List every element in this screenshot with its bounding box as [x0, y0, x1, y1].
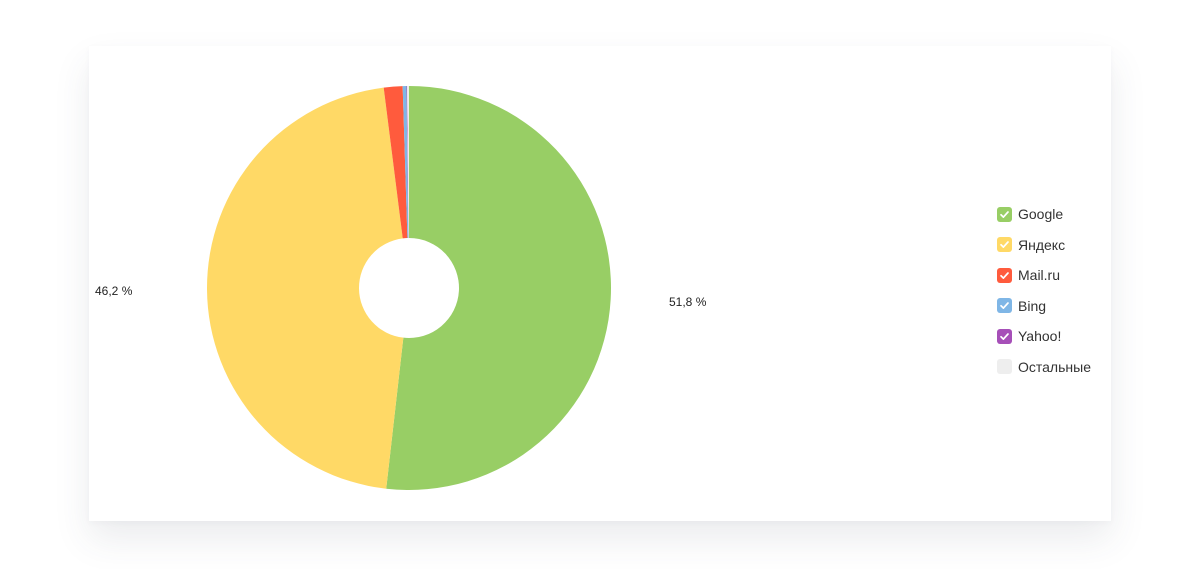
legend-label: Яндекс: [1018, 236, 1066, 253]
donut-slices: [206, 86, 611, 491]
slice-bing[interactable]: [402, 86, 409, 239]
legend-label: Остальные: [1018, 358, 1091, 375]
slice-series-1[interactable]: [206, 87, 404, 489]
slice-yahoo[interactable]: [406, 86, 409, 239]
legend-item-series-5[interactable]: Остальные: [997, 357, 1091, 377]
legend-label: Google: [1018, 206, 1064, 222]
checkbox-checked-icon[interactable]: [997, 298, 1012, 313]
slice-label-google: 51,8 %: [669, 295, 707, 309]
checkbox-empty-icon[interactable]: [997, 359, 1012, 374]
slice-google[interactable]: [386, 86, 611, 491]
legend-item-google[interactable]: Google: [997, 204, 1091, 224]
checkbox-checked-icon[interactable]: [997, 328, 1012, 344]
chart-legend: Google Яндекс Mail.ru Bing Yahoo! Остальные: [997, 204, 1091, 387]
legend-item-bing[interactable]: Bing: [997, 296, 1091, 316]
legend-label: Bing: [1018, 297, 1047, 314]
checkbox-checked-icon[interactable]: [997, 206, 1012, 222]
donut-chart: [206, 86, 611, 491]
legend-label: Yahoo!: [1018, 328, 1062, 344]
slice-mail-ru[interactable]: [383, 86, 408, 239]
checkbox-checked-icon[interactable]: [997, 267, 1012, 283]
chart-card: 51,8 % 46,2 % Google Яндекс Mail.ru Bing Yaho…: [89, 46, 1111, 521]
legend-item-mail-ru[interactable]: Mail.ru: [997, 265, 1091, 285]
legend-label: Mail.ru: [1018, 267, 1061, 283]
legend-item-series-1[interactable]: Яндекс: [997, 235, 1091, 255]
slice-series-5[interactable]: [407, 86, 409, 239]
slice-label-series-1: 46,2 %: [95, 284, 133, 298]
checkbox-checked-icon[interactable]: [997, 237, 1012, 252]
legend-item-yahoo[interactable]: Yahoo!: [997, 326, 1091, 346]
